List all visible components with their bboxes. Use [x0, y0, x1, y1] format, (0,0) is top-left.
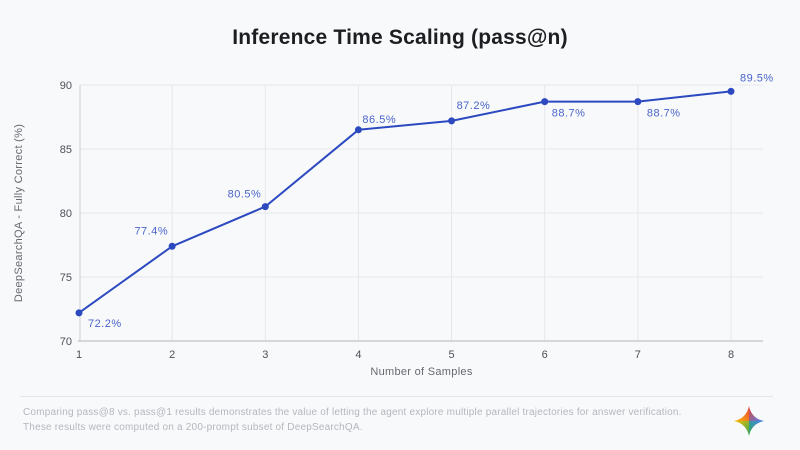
data-point-marker	[354, 126, 362, 134]
y-axis-title: DeepSearchQA - Fully Correct (%)	[13, 124, 25, 302]
y-tick-label: 80	[60, 208, 72, 220]
data-point-label: 89.5%	[740, 72, 774, 84]
data-point-marker	[261, 203, 269, 211]
x-tick-label: 4	[355, 349, 361, 361]
x-tick-label: 2	[169, 349, 175, 361]
y-tick-label: 75	[60, 272, 72, 284]
data-point-label: 87.2%	[457, 100, 491, 112]
x-axis-title: Number of Samples	[370, 366, 473, 378]
x-tick-label: 5	[449, 349, 455, 361]
data-point-label: 80.5%	[228, 189, 262, 201]
x-tick-label: 6	[542, 349, 548, 361]
y-tick-label: 85	[60, 144, 72, 156]
series-line	[78, 90, 732, 314]
x-tick-label: 8	[728, 349, 734, 361]
y-tick-label: 70	[60, 336, 72, 348]
gemini-sparkle-icon	[734, 406, 764, 436]
data-point-marker	[75, 309, 83, 317]
data-point-label: 88.7%	[647, 108, 681, 120]
data-point-marker	[448, 117, 456, 125]
x-tick-label: 7	[635, 349, 641, 361]
data-point-marker	[541, 98, 549, 106]
y-tick-label: 90	[60, 80, 72, 92]
page-title: Inference Time Scaling (pass@n)	[232, 26, 568, 49]
data-point-label: 77.4%	[134, 225, 168, 237]
data-point-marker	[727, 87, 735, 95]
x-tick-label: 3	[262, 349, 268, 361]
data-point-marker	[634, 98, 642, 106]
footer-note-line1: Comparing pass@8 vs. pass@1 results demo…	[23, 407, 682, 418]
data-point-marker	[168, 242, 176, 250]
footer-note: Comparing pass@8 vs. pass@1 results demo…	[23, 405, 703, 435]
footer-note-line2: These results were computed on a 200-pro…	[23, 422, 363, 433]
x-tick-label: 1	[76, 349, 82, 361]
data-point-label: 88.7%	[552, 108, 586, 120]
data-point-label: 72.2%	[88, 318, 122, 330]
data-point-label: 86.5%	[362, 114, 396, 126]
footer-divider	[20, 396, 773, 397]
